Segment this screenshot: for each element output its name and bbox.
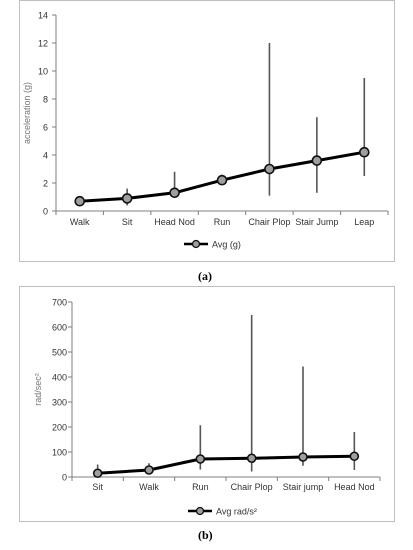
chart-1-legend-label: Avg rad/s² [216, 507, 257, 517]
chart-1-x-tick-label: Sit [92, 482, 103, 492]
caption-b: (b) [198, 528, 213, 542]
chart-0-x-tick-label: Sit [122, 217, 133, 227]
chart-0-y-tick-label: 4 [43, 151, 48, 161]
chart-1-y-axis-label: rad/sec² [33, 373, 43, 406]
chart-1-data-point [349, 451, 360, 462]
chart-1-x-tick-label: Walk [139, 482, 159, 492]
chart-0-data-point [358, 146, 370, 158]
chart-0-data-point [311, 155, 323, 166]
chart-0-legend-marker [191, 239, 201, 249]
chart-1-y-tick-label: 100 [52, 448, 67, 458]
chart-1-series-line [97, 454, 355, 475]
chart-1-y-tick-label: 700 [52, 298, 67, 308]
chart-b-frame [19, 286, 395, 522]
chart-0-y-tick-label: 10 [38, 67, 48, 77]
chart-1-x-tick-label: Chair Plop [231, 482, 273, 492]
chart-a-frame [19, 0, 395, 262]
chart-0-y-tick-label: 12 [38, 39, 48, 49]
chart-0-data-point [121, 193, 133, 204]
chart-1-y-tick-label: 600 [52, 323, 67, 333]
chart-0-y-tick-label: 8 [43, 95, 48, 105]
chart-1-data-point [246, 453, 257, 464]
chart-1-x-tick-label: Run [192, 482, 209, 492]
chart-1-y-tick-label: 300 [52, 398, 67, 408]
chart-1-x-tick-label: Head Nod [334, 482, 375, 492]
chart-0-y-axis-label: acceleration (g) [22, 82, 32, 144]
chart-1-y-tick-label: 200 [52, 423, 67, 433]
chart-0-x-tick-label: Walk [70, 217, 90, 227]
chart-0-x-tick-label: Leap [354, 217, 374, 227]
chart-1-data-point [195, 454, 206, 464]
chart-0-x-tick-label: Head Nod [154, 217, 195, 227]
chart-0-data-point [74, 195, 86, 207]
chart-1-legend-marker [195, 506, 205, 516]
chart-1-data-point [298, 452, 308, 462]
chart-1-x-tick-label: Stair jump [283, 482, 324, 492]
caption-a: (a) [198, 269, 212, 283]
chart-0-y-tick-label: 6 [43, 123, 48, 133]
chart-1-y-tick-label: 0 [62, 473, 67, 483]
chart-1-y-tick-label: 500 [52, 348, 67, 358]
chart-0-x-tick-label: Run [214, 217, 231, 227]
chart-0-data-point [169, 187, 180, 199]
chart-0-x-tick-label: Chair Plop [248, 217, 290, 227]
chart-1-y-tick-label: 400 [52, 373, 67, 383]
chart-0-x-tick-label: Stair Jump [295, 217, 338, 227]
chart-0-y-tick-label: 0 [43, 207, 48, 217]
chart-1-data-point [92, 468, 103, 479]
chart-1-data-point [144, 465, 154, 475]
chart-0-data-point [216, 174, 228, 186]
chart-0-data-point [264, 163, 275, 175]
chart-0-y-tick-label: 2 [43, 179, 48, 189]
chart-0-legend-label: Avg (g) [212, 240, 241, 250]
chart-0-y-tick-label: 14 [38, 11, 48, 21]
